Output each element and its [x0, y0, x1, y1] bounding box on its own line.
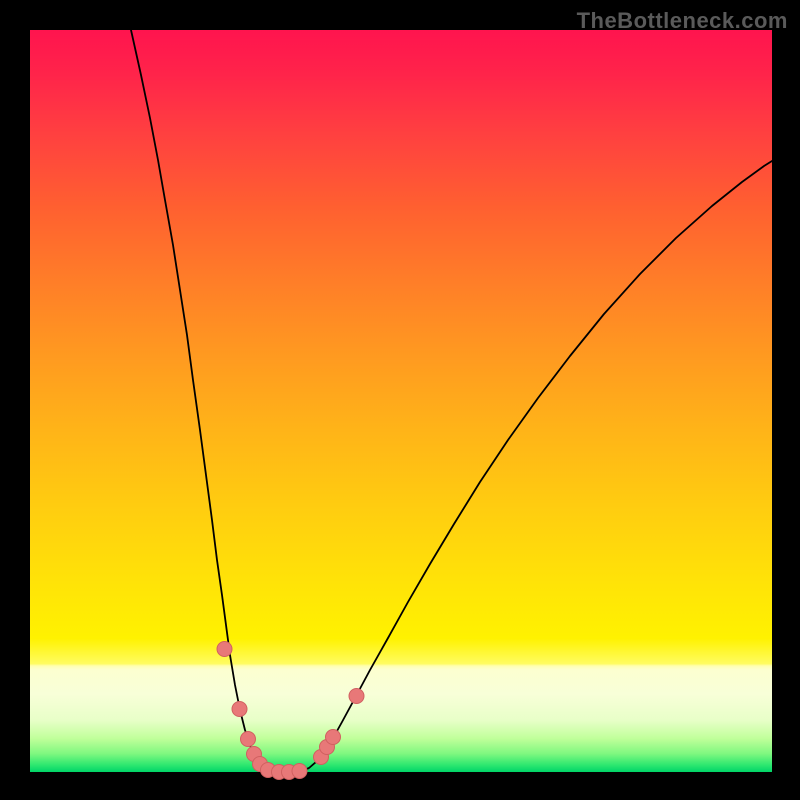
gradient-background [30, 30, 772, 772]
chart-container: TheBottleneck.com [0, 0, 800, 800]
data-marker [292, 764, 307, 779]
data-marker [349, 689, 364, 704]
data-marker [217, 642, 232, 657]
data-marker [232, 702, 247, 717]
data-marker [241, 732, 256, 747]
watermark-text: TheBottleneck.com [577, 8, 788, 34]
data-marker [326, 730, 341, 745]
heatmap-v-curve-chart [0, 0, 800, 800]
